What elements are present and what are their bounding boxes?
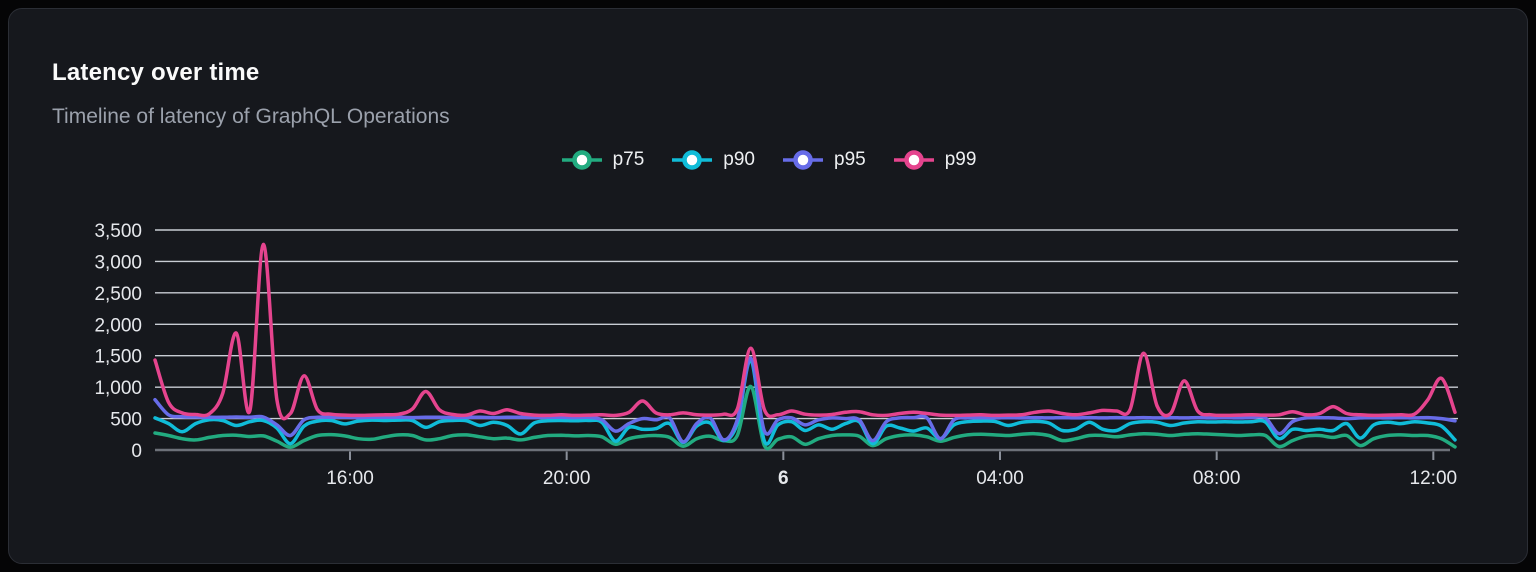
series-p99-line bbox=[153, 242, 1457, 421]
x-axis-label: 08:00 bbox=[1193, 468, 1241, 489]
y-axis-label: 3,000 bbox=[94, 252, 142, 273]
series-p90-line bbox=[153, 358, 1457, 446]
legend-label-p99: p99 bbox=[944, 149, 977, 170]
y-axis-label: 2,500 bbox=[94, 284, 142, 305]
p90-series-marker-icon bbox=[672, 150, 713, 170]
y-axis-label: 500 bbox=[110, 410, 142, 431]
legend-label-p95: p95 bbox=[834, 149, 866, 170]
y-axis-label: 2,000 bbox=[94, 315, 142, 336]
legend-item-p75[interactable]: p75 bbox=[560, 148, 645, 172]
y-axis-label: 1,500 bbox=[94, 347, 142, 368]
series-p95-line bbox=[153, 356, 1457, 444]
legend: p75 p90 p95 p99 bbox=[9, 148, 1527, 172]
x-axis-label: 04:00 bbox=[976, 468, 1024, 489]
p99-series-marker-icon bbox=[893, 150, 934, 170]
y-axis-label: 3,500 bbox=[94, 221, 142, 242]
y-axis-label: 1,000 bbox=[94, 378, 142, 399]
x-axis-label: 6 bbox=[778, 468, 789, 489]
page-title: Latency over time bbox=[52, 59, 260, 86]
latency-panel: Latency over time Timeline of latency of… bbox=[8, 8, 1528, 564]
p95-series-marker-icon bbox=[783, 150, 823, 170]
legend-item-p95[interactable]: p95 bbox=[781, 148, 866, 172]
y-axis-label: 0 bbox=[131, 441, 142, 462]
legend-item-p99[interactable]: p99 bbox=[892, 148, 977, 172]
legend-label-p75: p75 bbox=[612, 149, 645, 170]
page-subtitle: Timeline of latency of GraphQL Operation… bbox=[52, 105, 450, 128]
series-p75-line bbox=[153, 384, 1457, 451]
legend-label-p90: p90 bbox=[723, 149, 755, 170]
x-axis-label: 16:00 bbox=[326, 468, 374, 489]
legend-item-p90[interactable]: p90 bbox=[670, 148, 755, 172]
p75-series-marker-icon bbox=[561, 150, 602, 170]
x-axis-label: 20:00 bbox=[543, 468, 591, 489]
x-axis-label: 12:00 bbox=[1410, 468, 1458, 489]
